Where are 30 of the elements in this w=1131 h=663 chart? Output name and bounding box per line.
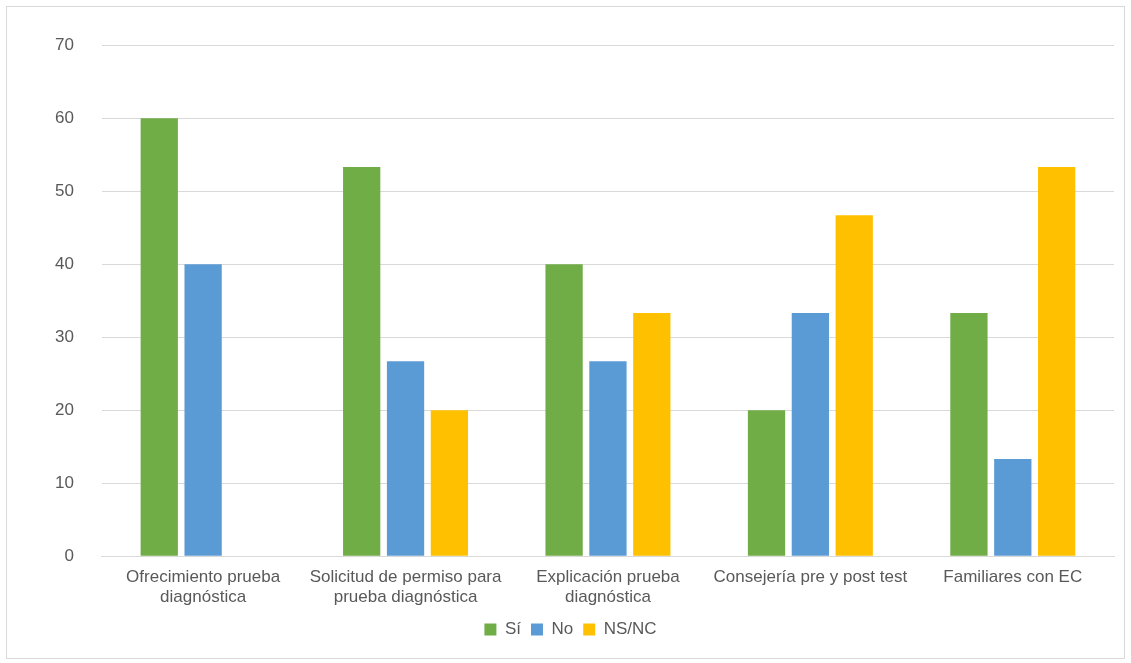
bar xyxy=(184,264,222,556)
x-tick-label: Solicitud de permiso para prueba diagnóstica xyxy=(309,567,502,607)
bar xyxy=(835,215,873,556)
y-tick-label: 30 xyxy=(54,326,74,346)
bar xyxy=(994,459,1032,556)
legend-label: No xyxy=(551,619,574,639)
y-tick-label: 60 xyxy=(54,107,74,127)
y-tick-label: 70 xyxy=(54,34,74,54)
bar xyxy=(589,361,627,556)
bar xyxy=(791,313,830,556)
x-tick-label: Explicación prueba diagnóstica xyxy=(536,567,681,607)
y-tick-label: 0 xyxy=(64,545,74,565)
x-tick-label: Ofrecimiento prueba diagnóstica xyxy=(126,567,281,607)
legend-label: NS/NC xyxy=(603,619,657,639)
bar xyxy=(633,313,671,556)
y-tick-label: 10 xyxy=(54,472,74,492)
bar xyxy=(545,264,583,556)
y-tick-label: 40 xyxy=(54,253,74,273)
bar xyxy=(430,410,469,556)
x-tick-label: Consejería pre y post test xyxy=(713,567,908,587)
bar xyxy=(386,361,425,556)
bar xyxy=(747,410,786,556)
bar xyxy=(343,167,381,556)
x-tick-label: Familiares con EC xyxy=(943,567,1083,587)
bar xyxy=(1038,167,1076,556)
y-tick-label: 50 xyxy=(54,180,74,200)
y-tick-label: 20 xyxy=(54,399,74,419)
legend-label: Sí xyxy=(504,619,522,639)
bar xyxy=(950,313,988,556)
bar xyxy=(140,118,178,556)
